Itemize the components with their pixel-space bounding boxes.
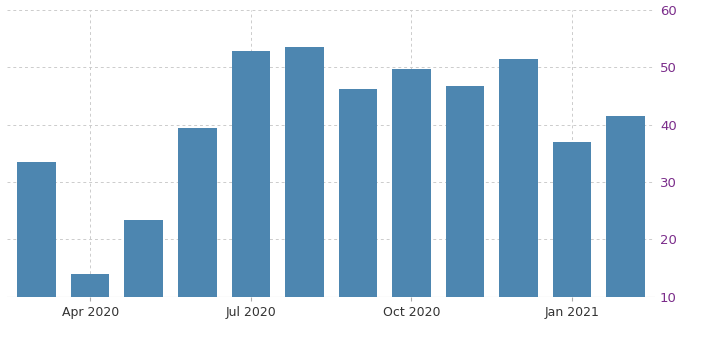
Bar xyxy=(446,86,484,337)
Bar xyxy=(125,220,163,337)
Bar xyxy=(231,51,270,337)
Bar xyxy=(553,143,591,337)
Bar xyxy=(392,68,431,337)
Bar xyxy=(606,116,645,337)
Bar xyxy=(499,59,538,337)
Bar xyxy=(71,274,110,337)
Bar xyxy=(178,127,216,337)
Bar xyxy=(285,47,324,337)
Bar xyxy=(17,162,56,337)
Bar xyxy=(339,89,377,337)
